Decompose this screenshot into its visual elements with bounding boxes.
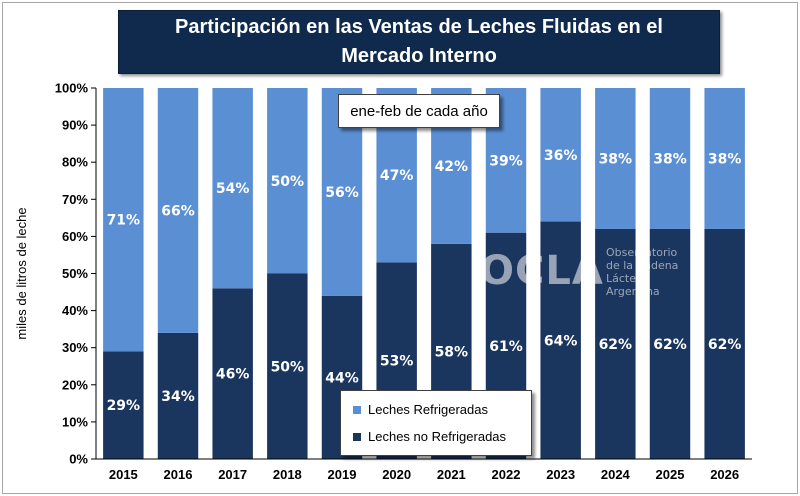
y-tick-label: 100% bbox=[55, 81, 89, 96]
y-tick-label: 60% bbox=[62, 229, 88, 244]
x-tick-label-2017: 2017 bbox=[218, 467, 247, 482]
data-label-refrigeradas-2015: 71% bbox=[107, 213, 141, 229]
data-label-refrigeradas-2021: 42% bbox=[435, 159, 469, 175]
y-tick-label: 50% bbox=[62, 266, 88, 281]
bar-refrigeradas-2026 bbox=[704, 88, 745, 229]
legend-label-refrigeradas: Leches Refrigeradas bbox=[368, 402, 488, 417]
bar-no-refrigeradas-2016 bbox=[157, 332, 199, 459]
data-label-refrigeradas-2019: 56% bbox=[325, 185, 359, 201]
x-tick-label-2020: 2020 bbox=[382, 467, 411, 482]
data-label-refrigeradas-2024: 38% bbox=[599, 151, 633, 167]
watermark-line-1: Observatorio bbox=[606, 246, 678, 259]
chart-subtitle: ene-feb de cada año bbox=[338, 94, 500, 128]
data-label-no-refrigeradas-2017: 46% bbox=[216, 367, 250, 383]
y-axis-label: miles de litros de leche bbox=[14, 207, 29, 339]
bar-no-refrigeradas-2023 bbox=[540, 221, 581, 459]
x-tick-label-2019: 2019 bbox=[328, 467, 357, 482]
y-tick-label: 80% bbox=[62, 155, 88, 170]
data-label-no-refrigeradas-2019: 44% bbox=[325, 370, 359, 386]
y-tick-label: 20% bbox=[62, 377, 88, 392]
bar-refrigeradas-2024 bbox=[595, 88, 636, 229]
x-tick-label-2021: 2021 bbox=[437, 467, 466, 482]
data-label-no-refrigeradas-2024: 62% bbox=[599, 337, 633, 353]
x-tick-label-2015: 2015 bbox=[109, 467, 138, 482]
y-tick-label: 10% bbox=[62, 414, 88, 429]
data-label-refrigeradas-2016: 66% bbox=[161, 203, 195, 219]
data-label-refrigeradas-2026: 38% bbox=[708, 151, 742, 167]
watermark-line-3: Argentina bbox=[606, 285, 660, 298]
y-tick-label: 90% bbox=[62, 118, 88, 133]
data-label-refrigeradas-2017: 54% bbox=[216, 181, 250, 197]
x-tick-label-2026: 2026 bbox=[710, 467, 739, 482]
data-label-refrigeradas-2022: 39% bbox=[489, 153, 523, 169]
bar-refrigeradas-2017 bbox=[212, 88, 253, 289]
legend-swatch-no-refrigeradas bbox=[353, 432, 361, 441]
y-tick-label: 30% bbox=[62, 340, 88, 355]
data-label-no-refrigeradas-2022: 61% bbox=[489, 339, 523, 355]
y-tick-label: 0% bbox=[69, 452, 88, 467]
data-label-refrigeradas-2023: 36% bbox=[544, 148, 578, 164]
bar-no-refrigeradas-2018 bbox=[267, 273, 308, 459]
watermark-line-2: de la Cadena Láctea bbox=[606, 259, 679, 285]
x-tick-label-2023: 2023 bbox=[546, 467, 575, 482]
legend-item-refrigeradas: Leches Refrigeradas bbox=[353, 402, 488, 417]
data-label-no-refrigeradas-2018: 50% bbox=[271, 359, 305, 375]
data-label-refrigeradas-2025: 38% bbox=[653, 151, 687, 167]
bar-refrigeradas-2023 bbox=[540, 88, 581, 222]
data-label-no-refrigeradas-2015: 29% bbox=[107, 398, 141, 414]
data-label-no-refrigeradas-2021: 58% bbox=[435, 344, 469, 360]
chart-title: Participación en las Ventas de Leches Fl… bbox=[118, 10, 720, 74]
legend-label-no-refrigeradas: Leches no Refrigeradas bbox=[368, 429, 507, 444]
data-label-refrigeradas-2018: 50% bbox=[271, 174, 305, 190]
legend-item-no-refrigeradas: Leches no Refrigeradas bbox=[353, 429, 506, 444]
data-label-refrigeradas-2020: 47% bbox=[380, 168, 414, 184]
bar-no-refrigeradas-2026 bbox=[704, 228, 745, 459]
bar-refrigeradas-2016 bbox=[157, 88, 199, 333]
data-label-no-refrigeradas-2025: 62% bbox=[653, 337, 687, 353]
bar-refrigeradas-2015 bbox=[103, 88, 144, 352]
chart-legend: Leches Refrigeradas Leches no Refrigerad… bbox=[340, 390, 532, 456]
x-tick-label-2018: 2018 bbox=[273, 467, 302, 482]
x-tick-label-2022: 2022 bbox=[492, 467, 521, 482]
data-label-no-refrigeradas-2020: 53% bbox=[380, 354, 414, 370]
bar-refrigeradas-2025 bbox=[649, 88, 691, 229]
legend-swatch-refrigeradas bbox=[353, 405, 361, 414]
data-label-no-refrigeradas-2016: 34% bbox=[161, 389, 195, 405]
bar-no-refrigeradas-2017 bbox=[212, 288, 253, 459]
bar-no-refrigeradas-2015 bbox=[103, 351, 144, 459]
data-label-no-refrigeradas-2026: 62% bbox=[708, 337, 742, 353]
x-tick-label-2025: 2025 bbox=[656, 467, 685, 482]
data-label-no-refrigeradas-2023: 64% bbox=[544, 333, 578, 349]
bar-refrigeradas-2018 bbox=[267, 88, 308, 274]
y-tick-label: 70% bbox=[62, 192, 88, 207]
bar-no-refrigeradas-2025 bbox=[649, 228, 691, 459]
x-tick-label-2016: 2016 bbox=[164, 467, 193, 482]
ocla-logo: OCLA bbox=[480, 248, 604, 294]
bar-no-refrigeradas-2024 bbox=[595, 228, 636, 459]
ocla-watermark: OCLA Observatorio de la Cadena Láctea Ar… bbox=[480, 246, 710, 298]
ocla-watermark-text: Observatorio de la Cadena Láctea Argenti… bbox=[606, 246, 710, 298]
y-tick-label: 40% bbox=[62, 303, 88, 318]
x-tick-label-2024: 2024 bbox=[601, 467, 631, 482]
